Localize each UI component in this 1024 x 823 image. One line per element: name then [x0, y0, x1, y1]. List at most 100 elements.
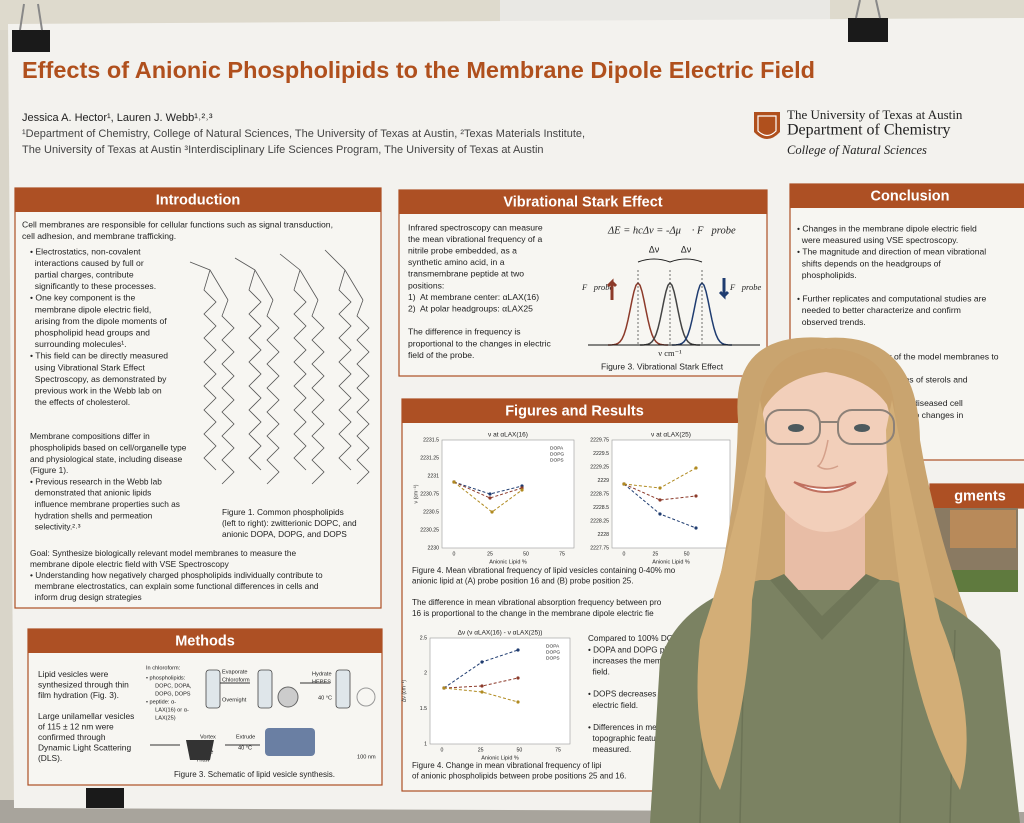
- methods-text: of 115 ± 12 nm were: [38, 722, 114, 732]
- schematic-label: 40 °C: [238, 745, 252, 751]
- x-tick-label: 0: [441, 747, 444, 753]
- methods-text: Large unilamellar vesicles: [38, 711, 134, 721]
- intro-text: selectivity.²˒³: [30, 522, 81, 532]
- schematic-label: In chloroform:: [146, 665, 181, 671]
- vesicle-icon: [356, 687, 376, 707]
- marker: [480, 660, 484, 664]
- intro-bullet: significantly to these processes.: [30, 281, 156, 291]
- lipid-structure: [311, 299, 325, 485]
- lipid-structure: [248, 269, 262, 471]
- extruder: [265, 728, 315, 756]
- methods-text: (DLS).: [38, 753, 62, 763]
- axis-label: ν cm⁻¹: [658, 348, 682, 358]
- intro-bullet: using Vibrational Stark Effect: [30, 362, 145, 372]
- binder-clips: [12, 0, 888, 808]
- logo-department: Department of Chemistry: [787, 122, 951, 139]
- y-tick-label: 2228: [597, 532, 609, 538]
- marker: [694, 466, 698, 470]
- marker: [442, 686, 446, 690]
- y-tick-label: 2229: [597, 478, 609, 484]
- vial: [335, 669, 351, 709]
- figures-text: 16 is proportional to the change in the …: [412, 609, 654, 618]
- y-tick-label: 2230: [427, 545, 439, 551]
- conclusion-text: mbinations of sterols and: [872, 375, 968, 385]
- intro-bullet: surrounding molecules¹.: [30, 339, 127, 349]
- hair-right: [886, 400, 967, 790]
- goal-text: membrane electrostatics, can explain som…: [30, 581, 319, 591]
- plot-frame: [441, 439, 575, 549]
- schematic-label: DOPG, DOPS: [152, 691, 191, 697]
- lipid-headgroup: [324, 249, 364, 301]
- findings-text: • Differences in mem: [588, 723, 664, 732]
- group-photo-building: [950, 510, 1016, 548]
- conclusion-text: phospholipids.: [797, 270, 857, 280]
- goal-text: membrane dipole electric field with VSE …: [30, 559, 230, 569]
- x-tick-label: 25: [478, 747, 484, 753]
- y-axis-label: Δν (cm⁻¹): [401, 680, 407, 703]
- y-tick-label: 2231.5: [423, 437, 439, 443]
- figure-caption: anionic DOPA, DOPG, and DOPS: [222, 529, 347, 539]
- findings-text: • DOPA and DOPG ph: [588, 645, 669, 654]
- vse-text: synthetic amino acid, in a: [408, 257, 505, 267]
- vse-text: 1) At membrane center: αLAX(16): [408, 292, 539, 302]
- schematic-label: DOPC, DOPA,: [152, 683, 192, 689]
- lipid-headgroup: [234, 257, 274, 301]
- x-axis-label: Anionic Lipid %: [489, 559, 527, 565]
- schematic-label: • peptide: α-: [146, 699, 176, 705]
- figure-caption: (left to right): zwitterionic DOPC, and: [222, 518, 357, 528]
- vse-text: nitrile probe embedded, as a: [408, 245, 517, 255]
- schematic-label: LAX(25): [152, 715, 176, 721]
- marker: [488, 492, 492, 496]
- lipid-headgroup: [189, 261, 229, 301]
- intro-text: Cell membranes are responsible for cellu…: [22, 219, 333, 229]
- marker: [658, 486, 662, 490]
- hair-top: [758, 348, 896, 420]
- eye: [788, 424, 804, 432]
- x-tick-label: 25: [652, 551, 658, 557]
- vse-text: 2) At polar headgroups: αLAX25: [408, 303, 533, 313]
- methods-text: synthesized through thin: [38, 680, 129, 690]
- intro-bullet: the effects of cholesterol.: [30, 397, 130, 407]
- schematic-label: HEPES: [312, 679, 331, 685]
- marker: [490, 510, 494, 514]
- glasses-lens: [765, 409, 821, 445]
- plot-frame: [611, 439, 731, 549]
- schematic-label: Extrude: [236, 734, 255, 740]
- affiliation: ¹Department of Chemistry, College of Nat…: [22, 128, 585, 140]
- legend-entry: DOPG: [550, 451, 564, 457]
- intro-bullet: • Electrostatics, non-covalent: [30, 246, 141, 256]
- figure-caption: Figure 3. Schematic of lipid vesicle syn…: [174, 770, 335, 779]
- conclusion-text: lexity of the model membranes to: [872, 351, 999, 361]
- hair-left: [697, 400, 767, 790]
- vse-text: The difference in frequency is: [408, 327, 521, 337]
- lipid-structure: [356, 299, 370, 485]
- marker: [658, 498, 662, 502]
- findings-text: increases the memb: [588, 656, 667, 665]
- lipid-structure: [293, 269, 307, 471]
- legend-entry: DOPS: [546, 655, 560, 661]
- equation: ΔE = hcΔν = -Δμ⃗ · F⃗probe: [607, 225, 736, 236]
- vse-heading: Vibrational Stark Effect: [503, 194, 662, 210]
- marker: [658, 512, 662, 516]
- conclusion-text: shifts depends on the headgroups of: [797, 258, 941, 268]
- y-axis-label: ν (cm⁻¹): [413, 484, 419, 503]
- logo-college: College of Natural Sciences: [787, 143, 927, 157]
- nose: [816, 439, 839, 470]
- conclusion-text: • Further replicates and computational s…: [797, 293, 987, 303]
- y-tick-label: 2229.75: [590, 437, 609, 443]
- conclusion-text: observed trends.: [797, 317, 866, 327]
- legend-entry: DOPG: [546, 649, 560, 655]
- vesicle-icon: [277, 686, 299, 708]
- x-tick-label: 0: [623, 551, 626, 557]
- findings-text: • DOPS decreases t: [588, 690, 662, 699]
- y-tick-label: 1: [424, 741, 427, 747]
- intro-text: phospholipids based on cell/organelle ty…: [30, 442, 187, 452]
- poster-title: Effects of Anionic Phospholipids to the …: [22, 57, 815, 83]
- conclusion-text: • The magnitude and direction of mean vi…: [797, 247, 986, 257]
- vse-text: transmembrane peptide at two: [408, 269, 524, 279]
- findings-text: field.: [588, 667, 610, 676]
- marker: [520, 488, 524, 492]
- conclusion-text: were measured using VSE spectroscopy.: [797, 235, 958, 245]
- methods-text: Dynamic Light Scattering: [38, 743, 131, 753]
